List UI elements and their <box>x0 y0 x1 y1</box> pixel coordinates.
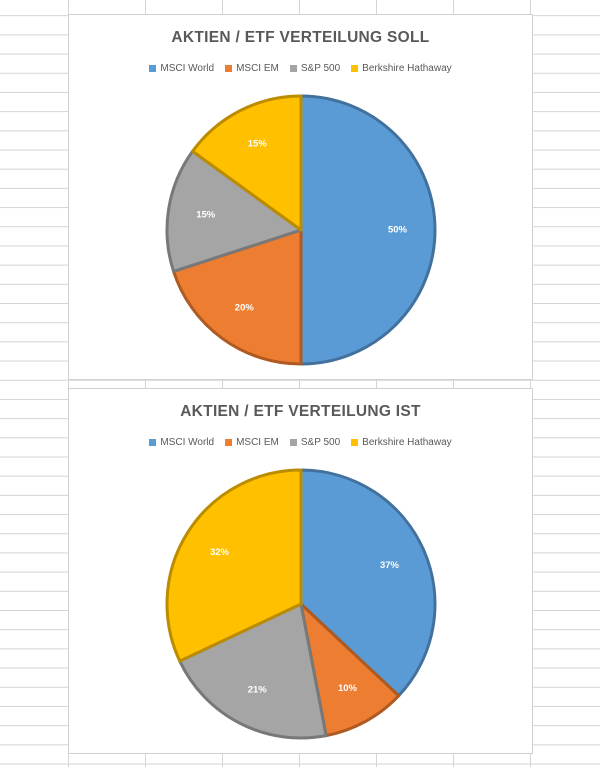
chart-legend: MSCI World MSCI EM S&P 500 Berkshire Hat… <box>69 63 532 74</box>
pie-slice-sp500[interactable] <box>178 602 328 740</box>
chart-legend: MSCI World MSCI EM S&P 500 Berkshire Hat… <box>69 437 532 448</box>
legend-label: S&P 500 <box>300 437 341 448</box>
data-label-sp500: 21% <box>248 685 268 696</box>
data-label-berkshire: 15% <box>248 139 268 150</box>
legend-swatch <box>289 65 297 72</box>
data-label-msci-world: 50% <box>388 225 408 236</box>
legend-label: MSCI EM <box>236 437 279 448</box>
pie-slice-msci-world[interactable] <box>299 94 437 366</box>
pie-plot: 50% 20% 15% 15% <box>165 94 437 366</box>
legend-label: Berkshire Hathaway <box>362 63 452 74</box>
legend-swatch <box>225 439 233 446</box>
pie-plot: 37% 10% 21% 32% <box>165 468 437 740</box>
pie-slice-berkshire[interactable] <box>165 468 303 663</box>
pie-slice-sp500[interactable] <box>165 149 303 273</box>
legend-label: MSCI World <box>160 63 215 74</box>
legend-swatch <box>149 439 157 446</box>
data-label-sp500: 15% <box>196 209 216 220</box>
pie-slice-msci-em[interactable] <box>172 228 303 366</box>
legend-swatch <box>351 65 359 72</box>
data-label-berkshire: 32% <box>210 547 230 558</box>
legend-item-msci-world: MSCI World <box>149 63 214 74</box>
legend-item-berkshire: Berkshire Hathaway <box>351 63 452 74</box>
chart-ist[interactable]: AKTIEN / ETF VERTEILUNG IST MSCI World M… <box>68 388 533 754</box>
chart-title: AKTIEN / ETF VERTEILUNG SOLL <box>171 29 430 46</box>
legend-label: MSCI EM <box>236 63 279 74</box>
legend-swatch <box>149 65 157 72</box>
chart-title: AKTIEN / ETF VERTEILUNG IST <box>180 403 421 420</box>
legend-swatch <box>289 439 297 446</box>
legend-label: S&P 500 <box>300 63 341 74</box>
legend-swatch <box>351 439 359 446</box>
pie-slice-msci-em[interactable] <box>299 602 401 738</box>
chart-soll[interactable]: AKTIEN / ETF VERTEILUNG SOLL MSCI World … <box>68 14 533 380</box>
legend-label: Berkshire Hathaway <box>362 437 452 448</box>
data-label-msci-em: 10% <box>338 683 358 694</box>
legend-swatch <box>225 65 233 72</box>
legend-item-berkshire: Berkshire Hathaway <box>351 437 452 448</box>
legend-label: MSCI World <box>160 437 215 448</box>
legend-item-sp500: S&P 500 <box>289 63 341 74</box>
pie-slice-msci-world[interactable] <box>299 468 437 698</box>
legend-item-sp500: S&P 500 <box>289 437 341 448</box>
data-label-msci-world: 37% <box>380 560 400 571</box>
legend-item-msci-em: MSCI EM <box>225 63 279 74</box>
legend-item-msci-em: MSCI EM <box>225 437 279 448</box>
data-label-msci-em: 20% <box>235 303 255 314</box>
pie-slice-berkshire[interactable] <box>191 94 303 232</box>
legend-item-msci-world: MSCI World <box>149 437 214 448</box>
